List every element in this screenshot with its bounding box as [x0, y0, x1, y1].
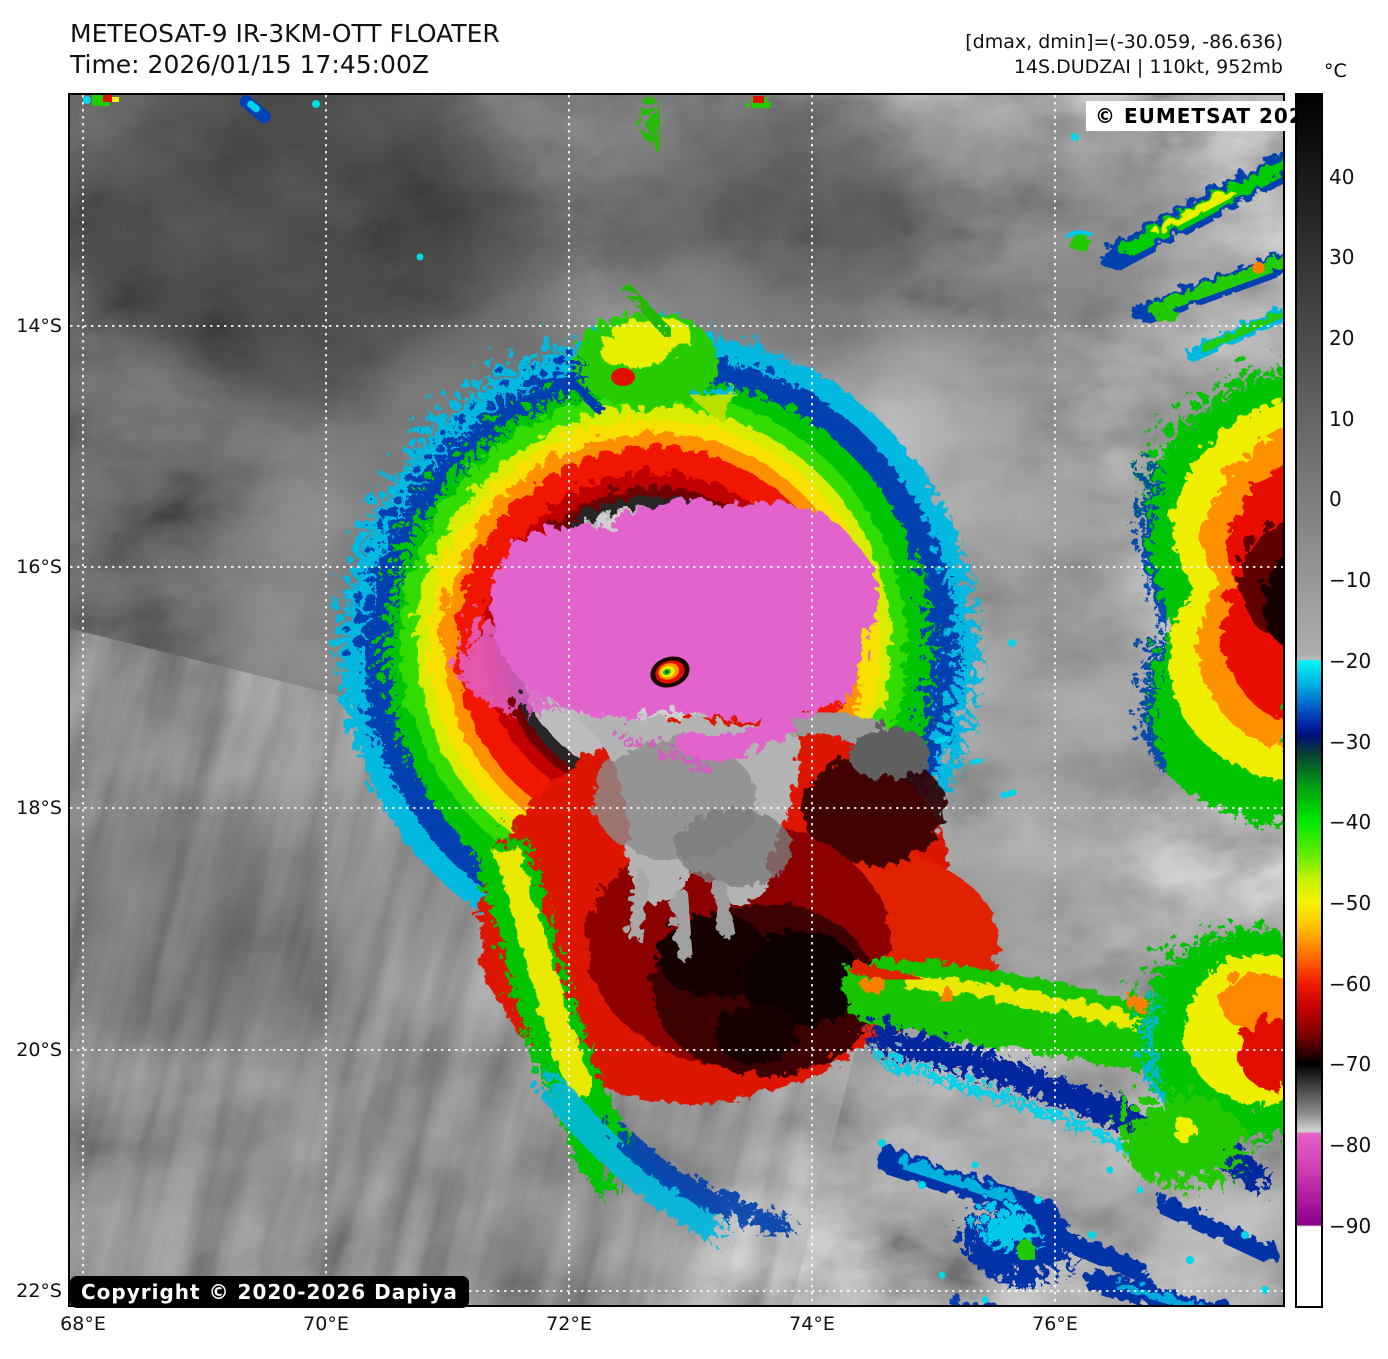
page-title-block: METEOSAT-9 IR-3KM-OTT FLOATER Time: 2026…: [70, 18, 500, 80]
y-axis-label-16s: 16°S: [16, 556, 62, 578]
header-annotations: [dmax, dmin]=(-30.059, -86.636) 14S.DUDZ…: [965, 30, 1283, 80]
colorbar-tick-0: 0: [1329, 487, 1342, 511]
cyclone-eye: [650, 656, 690, 688]
colorbar-tick-m20: −20: [1329, 649, 1372, 673]
y-axis-label-14s: 14°S: [16, 315, 62, 337]
temperature-colorbar: [1295, 93, 1323, 1308]
colorbar-tick-m40: −40: [1329, 810, 1372, 834]
storm-info-annotation: 14S.DUDZAI | 110kt, 952mb: [1013, 56, 1283, 78]
x-axis-label-72e: 72°E: [546, 1313, 592, 1335]
y-axis-label-20s: 20°S: [16, 1039, 62, 1061]
colorbar-tick-m90: −90: [1329, 1214, 1372, 1238]
colorbar-tick-m60: −60: [1329, 972, 1372, 996]
colorbar-tick-30: 30: [1329, 245, 1355, 269]
colorbar-tick-m70: −70: [1329, 1052, 1372, 1076]
dmax-dmin-annotation: [dmax, dmin]=(-30.059, -86.636): [965, 31, 1283, 53]
colorbar-tick-m50: −50: [1329, 891, 1372, 915]
x-axis-label-74e: 74°E: [789, 1313, 835, 1335]
x-axis-label-76e: 76°E: [1032, 1313, 1078, 1335]
cyclone-southwest-arm: [463, 826, 782, 1234]
y-axis-label-22s: 22°S: [16, 1280, 62, 1302]
copyright-badge: Copyright © 2020-2026 Dapiya: [70, 1276, 469, 1308]
colorbar-tick-m30: −30: [1329, 730, 1372, 754]
colorbar-tick-10: 10: [1329, 407, 1355, 431]
colorbar-unit-label: °C: [1324, 60, 1347, 82]
x-axis-label-68e: 68°E: [60, 1313, 106, 1335]
page-subtitle-time: Time: 2026/01/15 17:45:00Z: [70, 50, 429, 79]
colorbar-tick-m10: −10: [1329, 568, 1372, 592]
eumetsat-watermark: © EUMETSAT 2026: [1086, 101, 1328, 131]
cdo-gray-lobe: [568, 703, 927, 957]
cyclone: [332, 322, 995, 1234]
y-axis-label-18s: 18°S: [16, 797, 62, 819]
scattered-specks: [83, 95, 1175, 799]
page-title: METEOSAT-9 IR-3KM-OTT FLOATER: [70, 19, 500, 48]
cold-overshoot-magenta: [448, 497, 875, 769]
x-axis-label-70e: 70°E: [303, 1313, 349, 1335]
colorbar-tick-40: 40: [1329, 165, 1355, 189]
colorbar-tick-m80: −80: [1329, 1133, 1372, 1157]
graticule: [70, 95, 1283, 1305]
colorbar-tick-20: 20: [1329, 326, 1355, 350]
